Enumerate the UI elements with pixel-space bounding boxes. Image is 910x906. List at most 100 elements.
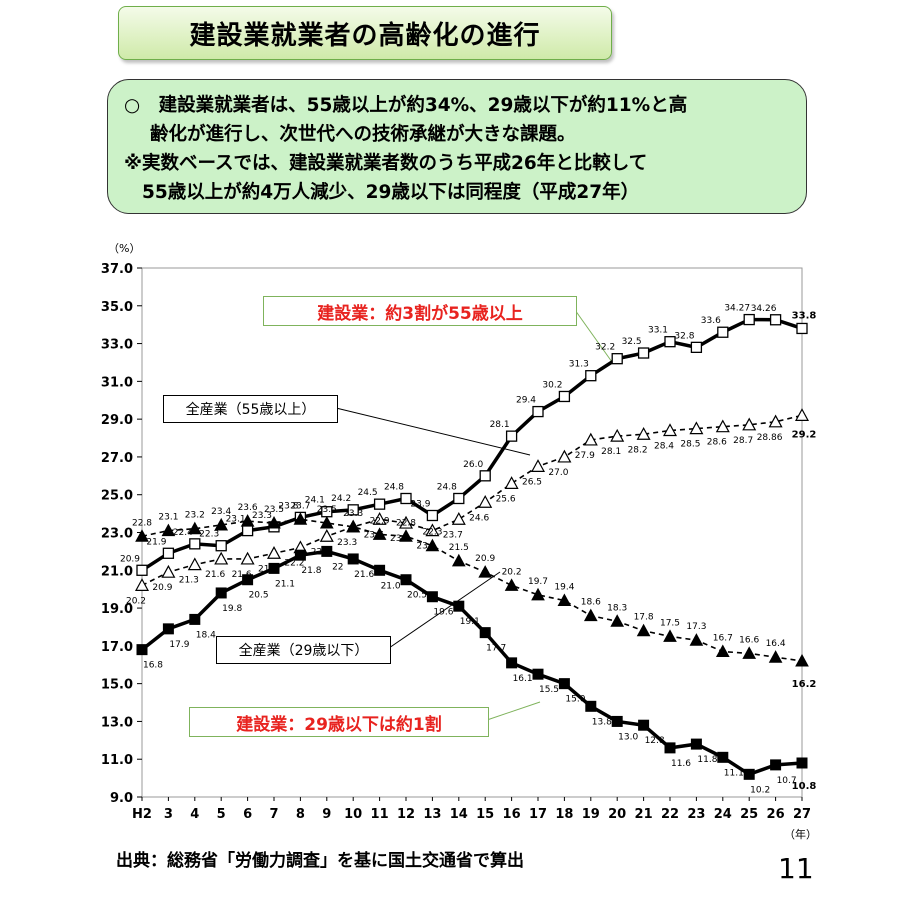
callout-all-industries-29-under: 全産業（29歳以下） bbox=[216, 636, 391, 664]
data-point-all29 bbox=[399, 529, 413, 542]
data-point-con55 bbox=[717, 326, 729, 338]
data-point-con55 bbox=[453, 492, 465, 505]
data-label-con29: 11.6 bbox=[671, 759, 691, 769]
data-label-con55: 33.8 bbox=[792, 310, 817, 321]
data-label-con29: 17.7 bbox=[486, 644, 506, 654]
data-label-con29: 16.1 bbox=[513, 674, 533, 684]
data-point-all29 bbox=[768, 650, 783, 663]
data-label-con55: 24.8 bbox=[384, 482, 404, 492]
y-axis-unit: （%） bbox=[108, 242, 140, 255]
data-point-con29 bbox=[268, 562, 280, 574]
data-label-con55: 22.3 bbox=[199, 530, 219, 540]
series-line-all29 bbox=[141, 518, 803, 662]
data-point-all29 bbox=[425, 538, 440, 552]
data-point-all29 bbox=[293, 512, 308, 525]
callout-construction-55-plus: 建設業：約3割が55歳以上 bbox=[263, 296, 577, 326]
y-tick-label: 31.0 bbox=[101, 375, 133, 390]
data-label-con29: 11.8 bbox=[697, 755, 717, 765]
x-tick-label: 6 bbox=[243, 807, 252, 822]
data-point-all55 bbox=[794, 408, 810, 421]
data-label-con29: 18.4 bbox=[196, 630, 216, 640]
data-point-con29 bbox=[374, 564, 386, 576]
data-label-con29: 10.2 bbox=[750, 785, 770, 795]
data-label-all29: 16.2 bbox=[792, 679, 817, 690]
leader-line bbox=[388, 571, 501, 649]
y-tick-label: 21.0 bbox=[101, 564, 133, 579]
x-tick-label: 27 bbox=[793, 807, 811, 822]
data-label-all29: 16.4 bbox=[766, 639, 786, 649]
data-label-all55: 25.6 bbox=[496, 494, 516, 504]
data-point-all55 bbox=[662, 423, 678, 437]
x-tick-label: 19 bbox=[582, 807, 600, 822]
data-point-con55 bbox=[373, 498, 386, 510]
data-point-all55 bbox=[530, 459, 546, 472]
data-label-all55: 21.9 bbox=[258, 564, 278, 574]
data-point-all29 bbox=[636, 623, 651, 637]
data-label-con55: 30.2 bbox=[542, 380, 562, 390]
data-label-con55: 23.3 bbox=[252, 511, 272, 521]
data-point-all29 bbox=[267, 516, 281, 529]
data-point-all29 bbox=[504, 578, 519, 591]
data-label-all29: 23.3 bbox=[343, 509, 363, 519]
x-tick-label: 14 bbox=[450, 807, 468, 822]
x-tick-label: H2 bbox=[132, 807, 152, 822]
data-label-con55: 32.5 bbox=[622, 337, 642, 347]
data-label-all55: 23.7 bbox=[443, 530, 463, 540]
data-label-con29: 13.0 bbox=[618, 732, 638, 742]
data-point-all55 bbox=[742, 417, 757, 431]
y-tick-label: 33.0 bbox=[101, 338, 133, 353]
data-point-con55 bbox=[558, 390, 571, 403]
data-label-con29: 13.8 bbox=[592, 717, 612, 727]
data-label-all29: 21.5 bbox=[449, 543, 469, 553]
x-tick-label: 11 bbox=[371, 807, 389, 822]
data-label-con55: 31.3 bbox=[569, 360, 589, 370]
x-tick-label: 12 bbox=[397, 807, 415, 822]
data-label-con29: 21.1 bbox=[275, 579, 295, 589]
data-point-all29 bbox=[795, 653, 809, 667]
data-label-con29: 19.8 bbox=[222, 604, 242, 614]
summary-line-2: 齢化が進行し、次世代への技術承継が大きな課題。 bbox=[150, 124, 576, 145]
data-label-all29: 17.5 bbox=[660, 618, 680, 628]
y-tick-label: 17.0 bbox=[101, 640, 133, 655]
data-point-con55 bbox=[347, 504, 359, 516]
data-label-con55: 22.4 bbox=[173, 528, 193, 538]
data-label-con55: 29.4 bbox=[516, 396, 536, 406]
data-label-con55: 28.1 bbox=[490, 420, 510, 430]
data-label-con29: 22 bbox=[332, 562, 343, 572]
data-point-con29 bbox=[743, 768, 755, 780]
data-point-con29 bbox=[426, 591, 438, 603]
data-label-con29: 16.8 bbox=[143, 661, 163, 671]
data-point-all29 bbox=[372, 527, 387, 540]
leader-line bbox=[335, 407, 531, 456]
data-point-all55 bbox=[451, 512, 466, 525]
x-tick-label: 24 bbox=[714, 807, 732, 822]
data-label-con55: 23.8 bbox=[278, 501, 298, 511]
data-point-all29 bbox=[583, 608, 598, 622]
y-tick-label: 37.0 bbox=[101, 262, 133, 277]
data-label-con29: 21.0 bbox=[381, 581, 401, 591]
x-tick-label: 20 bbox=[608, 807, 626, 822]
data-label-all55: 27.0 bbox=[548, 468, 568, 478]
data-point-con55 bbox=[426, 509, 439, 522]
data-point-all55 bbox=[161, 564, 176, 578]
data-point-all55 bbox=[557, 449, 572, 463]
x-tick-label: 4 bbox=[190, 807, 199, 822]
data-label-all55: 28.5 bbox=[680, 440, 700, 450]
data-point-con29 bbox=[347, 553, 359, 565]
data-label-all29: 22.3 bbox=[422, 528, 442, 538]
page-number: 11 bbox=[778, 852, 814, 885]
y-tick-label: 35.0 bbox=[101, 300, 133, 315]
data-label-con29: 15.0 bbox=[565, 695, 585, 705]
data-label-all29: 16.7 bbox=[713, 634, 733, 644]
data-label-all55: 26.5 bbox=[522, 477, 542, 487]
data-point-all29 bbox=[478, 565, 493, 578]
data-point-con55 bbox=[136, 564, 148, 576]
data-point-all55 bbox=[768, 414, 783, 428]
data-point-all55 bbox=[715, 419, 730, 433]
data-label-all55: 27.9 bbox=[575, 451, 595, 461]
data-label-con55: 33.6 bbox=[701, 316, 721, 326]
x-tick-label: 13 bbox=[423, 807, 441, 822]
data-label-all55: 23.5 bbox=[390, 534, 410, 544]
data-point-con55 bbox=[162, 547, 175, 559]
data-label-all55: 24.6 bbox=[469, 513, 489, 523]
